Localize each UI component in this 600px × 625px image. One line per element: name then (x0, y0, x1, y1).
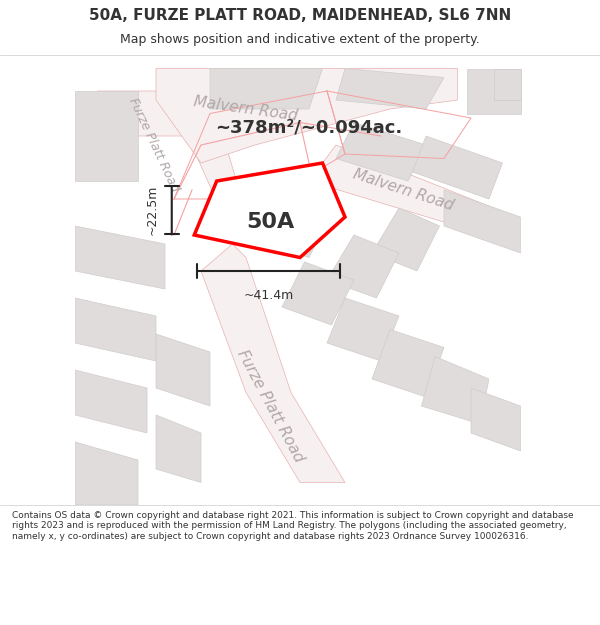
Polygon shape (84, 91, 246, 226)
Text: 50A: 50A (247, 211, 295, 231)
Text: ~41.4m: ~41.4m (244, 289, 293, 302)
Polygon shape (421, 356, 489, 424)
Polygon shape (413, 136, 503, 199)
Polygon shape (75, 442, 138, 505)
Polygon shape (471, 388, 521, 451)
Text: Malvern Road: Malvern Road (352, 167, 455, 213)
Polygon shape (372, 208, 439, 271)
Text: Furze Platt Road: Furze Platt Road (235, 348, 307, 465)
Polygon shape (493, 69, 521, 100)
Polygon shape (309, 145, 516, 244)
Polygon shape (336, 122, 426, 181)
Polygon shape (75, 226, 165, 289)
Polygon shape (201, 244, 345, 482)
Polygon shape (156, 334, 210, 406)
Text: ~378m²/~0.094ac.: ~378m²/~0.094ac. (215, 118, 403, 136)
Polygon shape (327, 298, 399, 361)
Text: ~22.5m: ~22.5m (145, 185, 158, 236)
Text: Furze Platt Road: Furze Platt Road (126, 96, 181, 194)
Text: 50A, FURZE PLATT ROAD, MAIDENHEAD, SL6 7NN: 50A, FURZE PLATT ROAD, MAIDENHEAD, SL6 7… (89, 8, 511, 23)
Polygon shape (264, 208, 327, 258)
Polygon shape (75, 370, 147, 433)
Polygon shape (75, 298, 156, 361)
Polygon shape (210, 69, 323, 109)
Polygon shape (194, 163, 345, 258)
Polygon shape (372, 329, 444, 397)
Text: Contains OS data © Crown copyright and database right 2021. This information is : Contains OS data © Crown copyright and d… (12, 511, 574, 541)
Text: Map shows position and indicative extent of the property.: Map shows position and indicative extent… (120, 33, 480, 46)
Text: Malvern Road: Malvern Road (193, 94, 299, 124)
Polygon shape (327, 235, 399, 298)
Polygon shape (336, 69, 444, 109)
Polygon shape (156, 69, 458, 163)
Polygon shape (156, 415, 201, 482)
Polygon shape (467, 69, 521, 114)
Polygon shape (75, 91, 138, 181)
Polygon shape (444, 190, 521, 253)
Polygon shape (282, 262, 354, 325)
